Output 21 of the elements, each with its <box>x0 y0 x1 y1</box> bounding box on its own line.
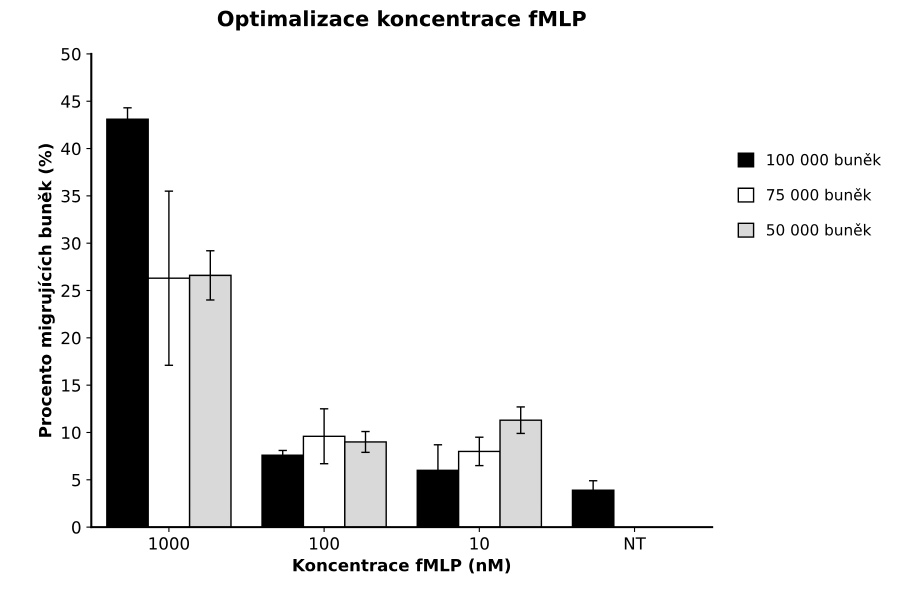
y-tick-label: 35 <box>62 190 80 202</box>
y-tick-label: 25 <box>62 284 80 298</box>
chart-title: Optimalizace koncentrace fMLP <box>218 10 586 30</box>
y-axis-title: Procento migrujících buněk (%) <box>38 144 55 437</box>
y-tick-label: 50 <box>62 48 80 60</box>
y-tick-label: 0 <box>72 521 80 534</box>
legend-label: 75 000 buněk <box>767 188 872 201</box>
x-axis-title: Koncentrace fMLP (nM) <box>293 558 510 574</box>
y-tick-label: 15 <box>62 379 80 392</box>
x-tick-label: NT <box>624 537 646 550</box>
legend-label: 100 000 buněk <box>767 152 882 166</box>
y-tick-label: 30 <box>62 237 80 250</box>
y-tick-label: 40 <box>61 142 80 156</box>
x-tick-label: 100 <box>310 537 339 550</box>
legend-label: 50 000 buněk <box>766 223 872 236</box>
y-tick-label: 20 <box>62 332 80 344</box>
x-tick-label: 10 <box>470 537 489 550</box>
x-tick-label: 1000 <box>150 537 190 550</box>
y-tick-label: 5 <box>72 474 80 486</box>
y-tick-label: 10 <box>62 426 80 440</box>
y-tick-label: 45 <box>61 95 80 108</box>
